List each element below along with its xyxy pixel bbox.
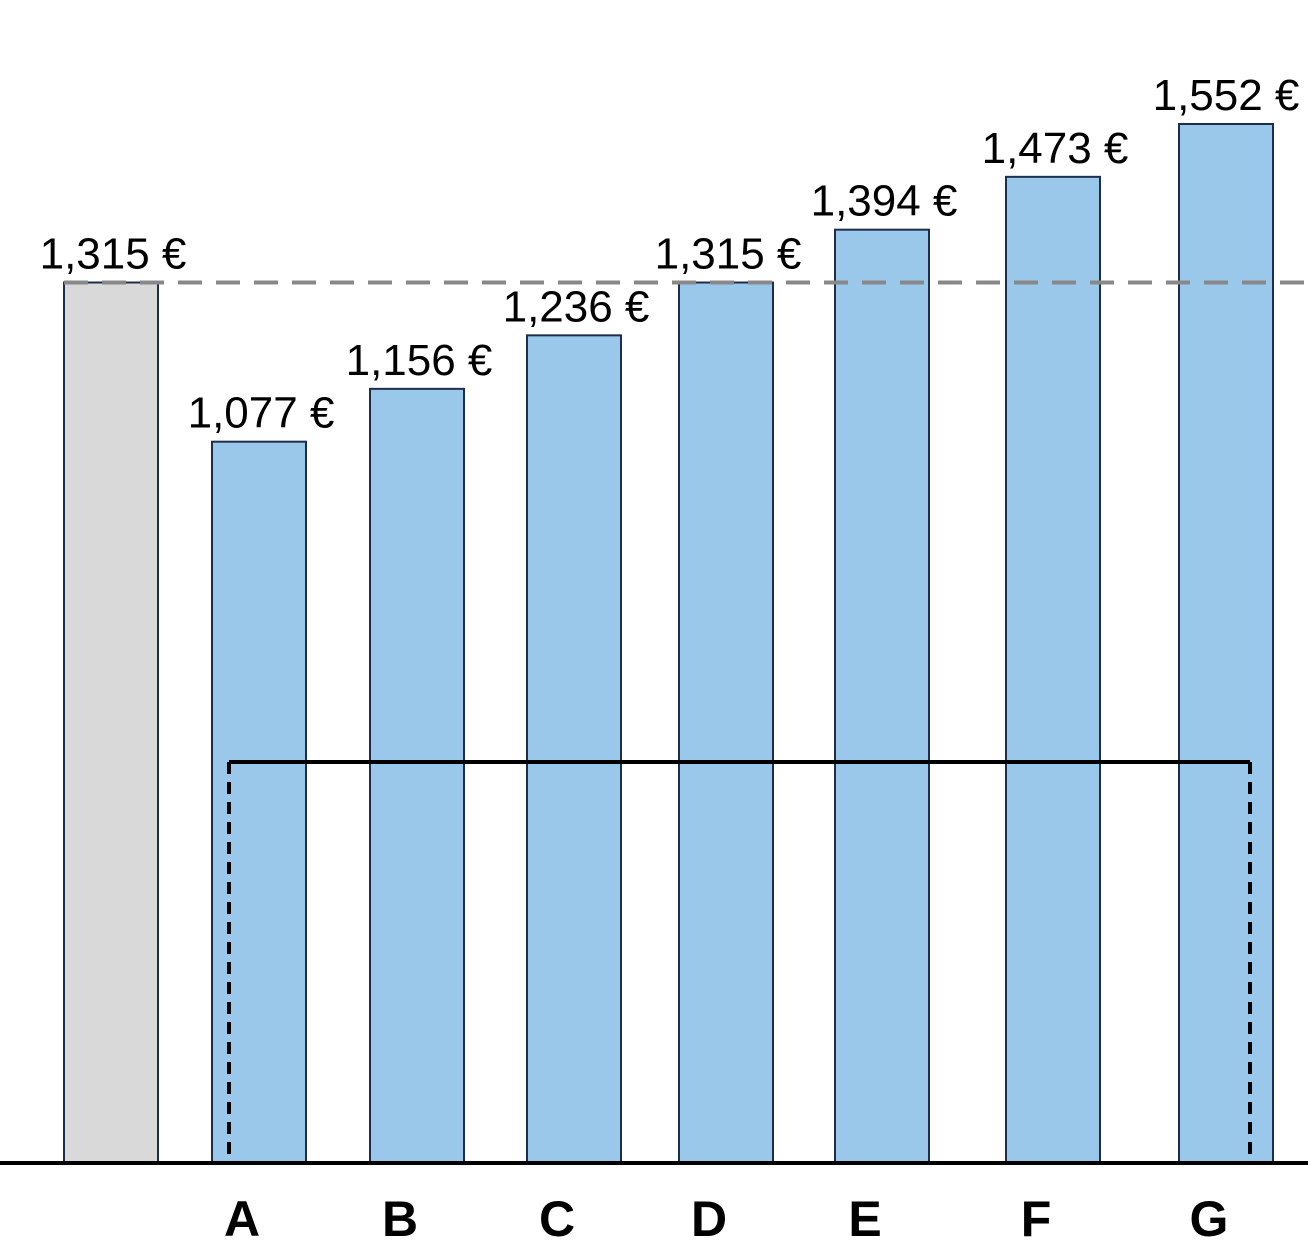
bar-F [1005, 175, 1101, 1163]
value-labels-group: 1,315 €1,077 €1,156 €1,236 €1,315 €1,394… [40, 71, 1300, 438]
bar-reference [63, 281, 159, 1163]
category-label-C: C [539, 1191, 575, 1247]
category-labels-group: A B C D E F G [224, 1191, 1229, 1247]
bars-group [63, 123, 1274, 1164]
bar-C [526, 334, 622, 1164]
value-label-C: 1,236 € [503, 282, 650, 331]
category-label-A: A [224, 1191, 260, 1247]
category-label-D: D [691, 1191, 727, 1247]
bar-A [211, 440, 307, 1164]
value-label-A: 1,077 € [188, 389, 335, 438]
category-label-G: G [1190, 1191, 1229, 1247]
value-label-F: 1,473 € [982, 124, 1129, 173]
group-bracket [227, 760, 1252, 1162]
category-label-E: E [848, 1191, 881, 1247]
category-label-B: B [382, 1191, 418, 1247]
value-label-G: 1,552 € [1153, 71, 1300, 120]
value-label-E: 1,394 € [811, 177, 958, 226]
bar-B [369, 387, 465, 1163]
bar-G [1178, 123, 1274, 1163]
value-label-B: 1,156 € [346, 336, 493, 385]
category-label-F: F [1021, 1191, 1052, 1247]
bar-E [834, 228, 930, 1164]
value-label-D: 1,315 € [655, 230, 802, 279]
value-label-reference: 1,315 € [40, 230, 187, 279]
bar-D [678, 281, 774, 1163]
